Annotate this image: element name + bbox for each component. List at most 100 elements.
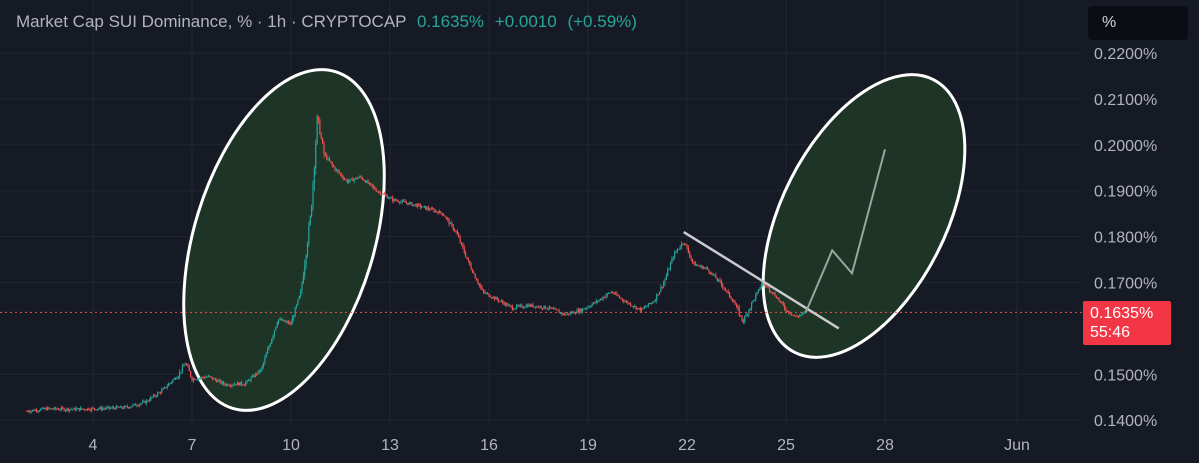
candle-body	[286, 321, 288, 323]
candle-body	[569, 312, 571, 315]
time-axis: 4 7 10 13 16 19 22 25 28 Jun	[89, 437, 1030, 454]
candle-body	[426, 207, 428, 210]
candle-body	[267, 349, 269, 354]
candle-body	[730, 296, 732, 299]
candle-body	[359, 176, 361, 178]
percent-scale-button[interactable]: %	[1088, 6, 1188, 40]
candle-body	[235, 384, 237, 386]
candle-body	[38, 410, 40, 412]
candle-body	[642, 307, 644, 309]
candle-body	[294, 307, 296, 317]
candle-body	[432, 208, 434, 210]
candle-body	[60, 407, 62, 410]
candle-body	[712, 273, 714, 276]
candle-body	[207, 375, 210, 377]
candle-body	[777, 298, 779, 300]
candle-body	[385, 194, 387, 196]
candle-body	[741, 315, 743, 321]
candle-body	[253, 375, 255, 377]
candle-body	[579, 308, 581, 313]
candle-body	[605, 295, 607, 298]
candle-body	[73, 408, 75, 410]
candle-body	[63, 408, 65, 411]
chart-grid	[0, 0, 1082, 425]
candle-body	[128, 407, 130, 409]
candle-body	[775, 296, 777, 299]
candle-body	[254, 373, 256, 377]
candle-body	[462, 243, 464, 248]
candle-body	[533, 306, 535, 308]
candle-body	[243, 384, 245, 386]
highlight-ellipse-right	[761, 73, 967, 359]
candle-body	[103, 408, 105, 410]
candle-body	[316, 116, 318, 144]
candle-body	[89, 409, 91, 411]
candle-body	[147, 400, 149, 402]
candle-body	[194, 378, 196, 380]
candle-body	[744, 316, 746, 322]
candle-body	[544, 305, 546, 309]
candle-body	[555, 308, 557, 310]
candle-body	[455, 230, 457, 232]
candle-body	[575, 313, 577, 315]
candle-body	[86, 408, 89, 411]
candle-body	[121, 406, 123, 408]
candle-body	[624, 301, 626, 303]
candle-body	[92, 407, 94, 409]
candle-body	[78, 408, 80, 411]
candle-body	[190, 371, 192, 377]
candle-body	[357, 177, 359, 179]
candle-body	[246, 380, 248, 383]
candle-body	[416, 204, 419, 207]
candle-body	[616, 293, 618, 296]
candle-body	[62, 407, 64, 409]
candle-body	[513, 309, 515, 311]
candle-body	[247, 380, 249, 382]
candle-body	[704, 267, 706, 269]
candle-body	[42, 407, 45, 409]
candle-body	[364, 180, 366, 183]
candle-body	[250, 377, 252, 381]
candle-body	[165, 387, 167, 389]
candle-body	[51, 408, 53, 410]
candle-body	[631, 305, 633, 307]
candle-body	[664, 279, 666, 284]
candle-body	[209, 375, 211, 377]
candle-body	[456, 231, 458, 235]
candle-body	[374, 187, 376, 190]
candle-body	[214, 378, 216, 380]
y-tick-label: 0.2100%	[1094, 92, 1157, 109]
candle-body	[586, 307, 588, 309]
candle-body	[300, 291, 302, 296]
candle-body	[474, 273, 476, 279]
candle-body	[625, 301, 628, 303]
candle-body	[70, 409, 72, 411]
symbol-title[interactable]: Market Cap SUI Dominance, % · 1h · CRYPT…	[16, 12, 407, 31]
candle-body	[322, 138, 324, 144]
candle-body	[283, 319, 285, 322]
candle-body	[430, 208, 432, 210]
candle-body	[643, 306, 645, 309]
candle-body	[762, 282, 764, 287]
candle-body	[262, 362, 265, 367]
candle-body	[188, 366, 190, 372]
candle-body	[34, 409, 36, 411]
candle-body	[295, 304, 298, 308]
candle-body	[342, 176, 344, 179]
candle-body	[796, 316, 798, 318]
candle-body	[436, 210, 438, 212]
candle-body	[594, 302, 596, 304]
candle-body	[146, 400, 148, 404]
candle-body	[30, 410, 32, 413]
candle-body	[319, 120, 321, 135]
candle-body	[218, 380, 221, 382]
candle-body	[172, 379, 174, 383]
last-price: 0.1635%	[416, 12, 485, 31]
candle-body	[654, 300, 656, 302]
candle-body	[55, 407, 57, 409]
candle-body	[37, 411, 39, 413]
candle-body	[305, 255, 307, 265]
candle-body	[685, 243, 687, 245]
candle-body	[166, 386, 168, 388]
